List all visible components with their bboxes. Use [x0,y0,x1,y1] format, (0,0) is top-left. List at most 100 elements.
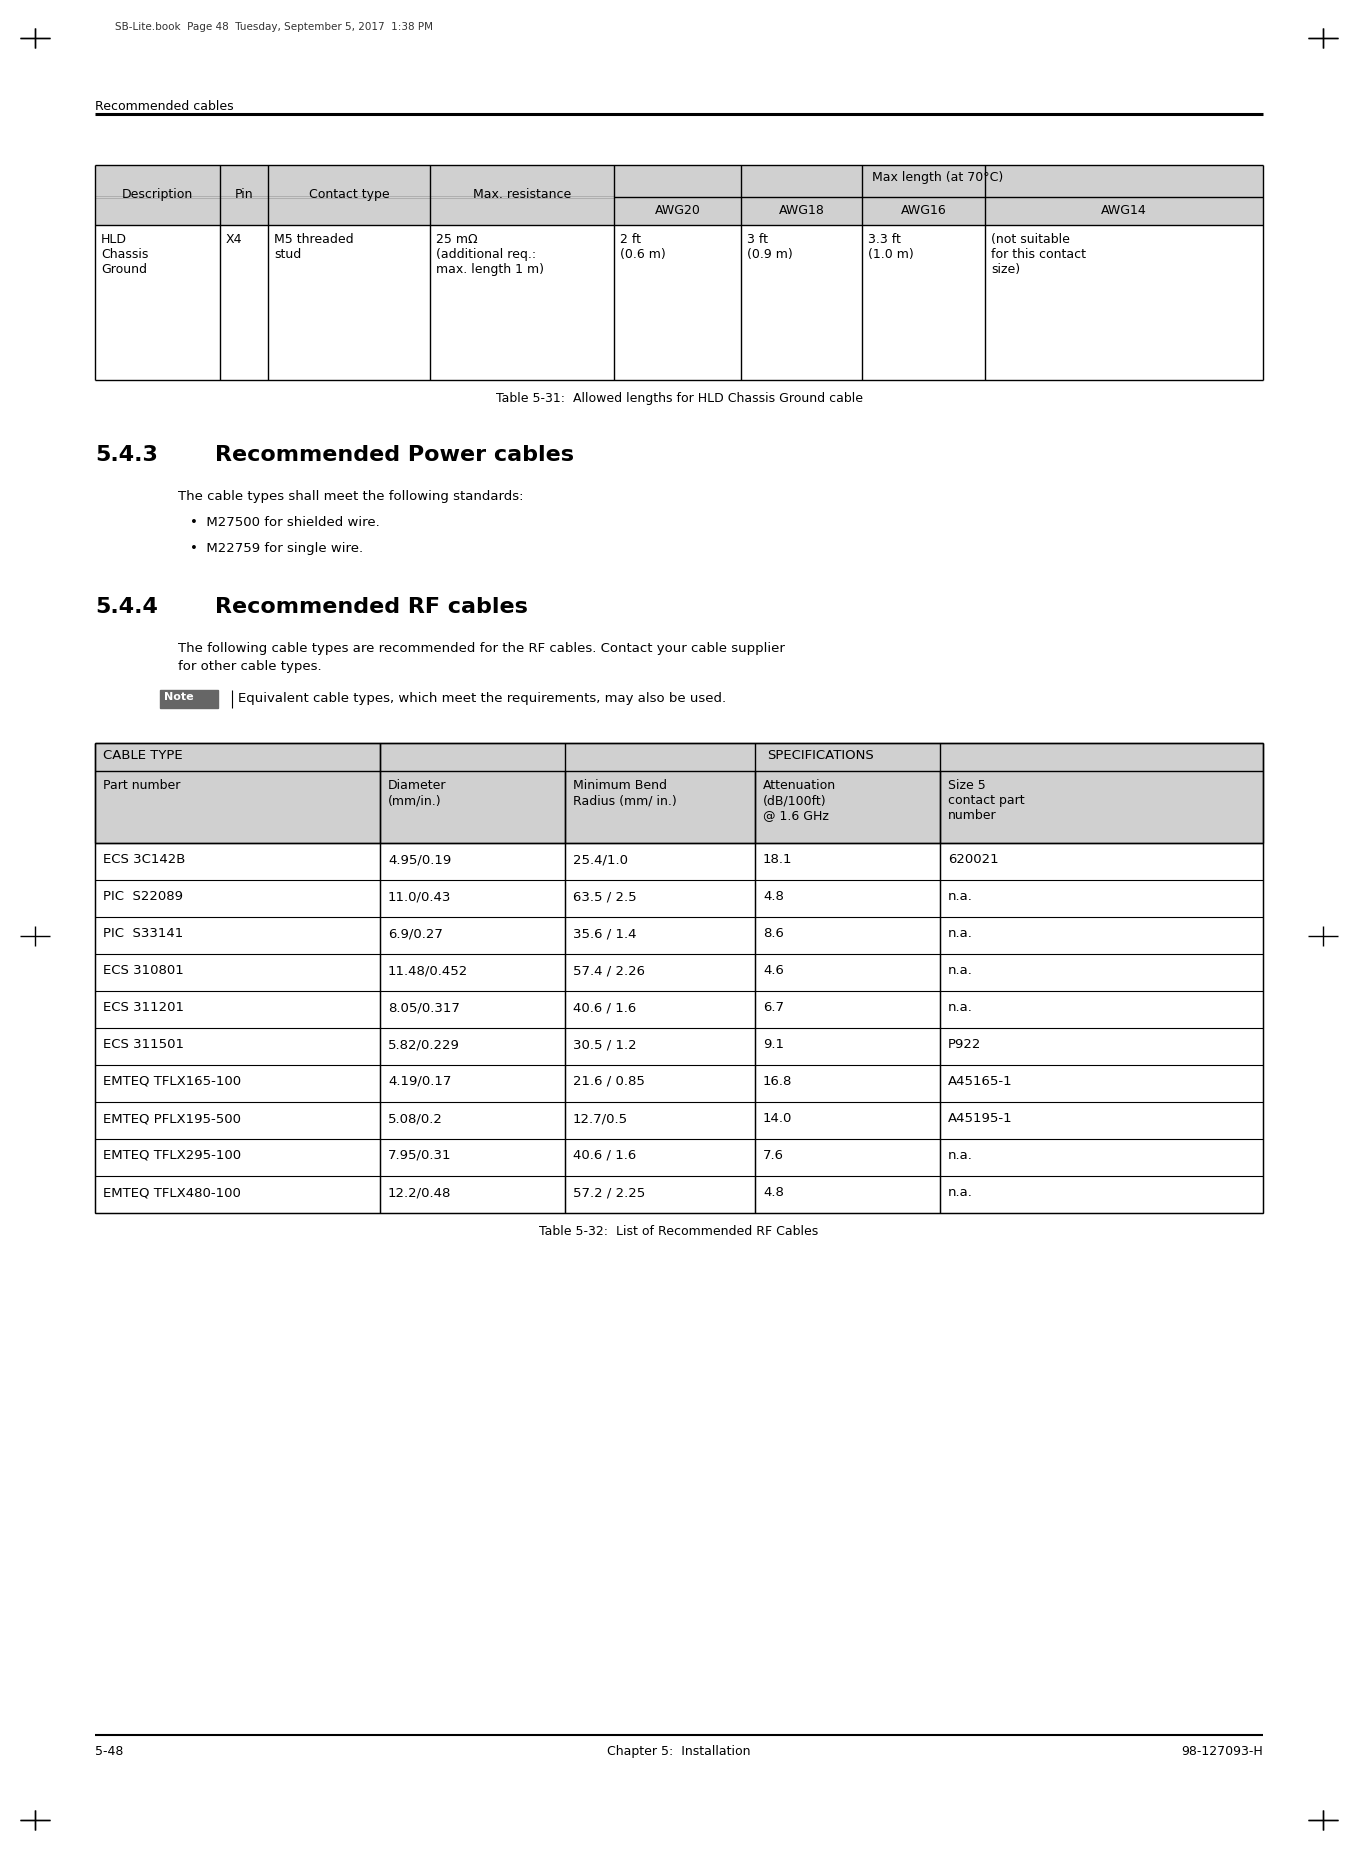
Bar [95,918,1263,953]
Text: 63.5 / 2.5: 63.5 / 2.5 [573,890,637,903]
Text: Recommended cables: Recommended cables [95,99,234,112]
Text: 11.48/0.452: 11.48/0.452 [388,965,469,978]
Bar [95,880,1263,918]
Text: 6.9/0.27: 6.9/0.27 [388,927,443,940]
Text: n.a.: n.a. [948,890,972,903]
Text: 21.6 / 0.85: 21.6 / 0.85 [573,1075,645,1088]
Bar [95,1139,1263,1176]
Text: Size 5
contact part
number: Size 5 contact part number [948,779,1025,822]
Text: CABLE TYPE: CABLE TYPE [103,749,182,762]
Text: 40.6 / 1.6: 40.6 / 1.6 [573,1148,637,1161]
Text: 8.6: 8.6 [763,927,784,940]
Text: SB-Lite.book  Page 48  Tuesday, September 5, 2017  1:38 PM: SB-Lite.book Page 48 Tuesday, September … [115,22,433,32]
Text: 7.6: 7.6 [763,1148,784,1161]
Text: 5.4.4: 5.4.4 [95,597,158,616]
Text: Diameter
(mm/in.): Diameter (mm/in.) [388,779,447,807]
Text: 7.95/0.31: 7.95/0.31 [388,1148,451,1161]
Text: PIC  S22089: PIC S22089 [103,890,183,903]
Text: 18.1: 18.1 [763,852,793,865]
Text: Note: Note [164,691,194,702]
Text: EMTEQ TFLX165-100: EMTEQ TFLX165-100 [103,1075,242,1088]
Text: 12.7/0.5: 12.7/0.5 [573,1113,629,1126]
Text: Table 5-31:  Allowed lengths for HLD Chassis Ground cable: Table 5-31: Allowed lengths for HLD Chas… [496,391,862,405]
Text: 4.6: 4.6 [763,965,784,978]
Text: 16.8: 16.8 [763,1075,792,1088]
Text: 11.0/0.43: 11.0/0.43 [388,890,451,903]
Bar [95,1176,1263,1214]
Text: Recommended RF cables: Recommended RF cables [215,597,528,616]
Text: 9.1: 9.1 [763,1038,784,1051]
Text: EMTEQ PFLX195-500: EMTEQ PFLX195-500 [103,1113,240,1126]
Text: AWG20: AWG20 [655,204,701,217]
Text: ECS 310801: ECS 310801 [103,965,183,978]
Text: 25.4/1.0: 25.4/1.0 [573,852,627,865]
Text: M5 threaded
stud: M5 threaded stud [274,232,353,260]
Text: n.a.: n.a. [948,1186,972,1199]
Text: for other cable types.: for other cable types. [178,659,322,672]
Bar [95,165,1263,225]
Text: n.a.: n.a. [948,1000,972,1013]
Text: The following cable types are recommended for the RF cables. Contact your cable : The following cable types are recommende… [178,642,785,656]
Text: 30.5 / 1.2: 30.5 / 1.2 [573,1038,637,1051]
Text: The cable types shall meet the following standards:: The cable types shall meet the following… [178,491,523,504]
Text: Minimum Bend
Radius (mm/ in.): Minimum Bend Radius (mm/ in.) [573,779,676,807]
Text: 25 mΩ
(additional req.:
max. length 1 m): 25 mΩ (additional req.: max. length 1 m) [436,232,545,275]
Text: A45195-1: A45195-1 [948,1113,1013,1126]
Text: 14.0: 14.0 [763,1113,792,1126]
Text: 4.95/0.19: 4.95/0.19 [388,852,451,865]
Text: 4.8: 4.8 [763,890,784,903]
Text: A45165-1: A45165-1 [948,1075,1013,1088]
Text: 57.2 / 2.25: 57.2 / 2.25 [573,1186,645,1199]
Text: 2 ft
(0.6 m): 2 ft (0.6 m) [621,232,665,260]
Bar [95,1066,1263,1101]
Text: (not suitable
for this contact
size): (not suitable for this contact size) [991,232,1086,275]
Text: Part number: Part number [103,779,181,792]
Bar [160,689,219,708]
Text: PIC  S33141: PIC S33141 [103,927,183,940]
Text: ECS 311501: ECS 311501 [103,1038,183,1051]
Text: 35.6 / 1.4: 35.6 / 1.4 [573,927,637,940]
Text: 5.08/0.2: 5.08/0.2 [388,1113,443,1126]
Text: 5-48: 5-48 [95,1746,124,1759]
Text: Attenuation
(dB/100ft)
@ 1.6 GHz: Attenuation (dB/100ft) @ 1.6 GHz [763,779,837,822]
Text: Max length (at 70°C): Max length (at 70°C) [872,170,1004,184]
Text: AWG18: AWG18 [778,204,824,217]
Bar [614,165,1263,197]
Text: Table 5-32:  List of Recommended RF Cables: Table 5-32: List of Recommended RF Cable… [539,1225,819,1238]
Text: AWG14: AWG14 [1101,204,1148,217]
Text: 12.2/0.48: 12.2/0.48 [388,1186,451,1199]
Text: P922: P922 [948,1038,982,1051]
Text: Description: Description [122,187,193,200]
Text: 3 ft
(0.9 m): 3 ft (0.9 m) [747,232,793,260]
Bar [95,225,1263,380]
Bar [95,953,1263,991]
Text: Recommended Power cables: Recommended Power cables [215,446,574,465]
Text: EMTEQ TFLX480-100: EMTEQ TFLX480-100 [103,1186,240,1199]
Text: ECS 311201: ECS 311201 [103,1000,183,1013]
Text: ECS 3C142B: ECS 3C142B [103,852,186,865]
Text: •  M22759 for single wire.: • M22759 for single wire. [190,541,363,554]
Text: n.a.: n.a. [948,1148,972,1161]
Text: 4.8: 4.8 [763,1186,784,1199]
Text: Chapter 5:  Installation: Chapter 5: Installation [607,1746,751,1759]
Text: Equivalent cable types, which meet the requirements, may also be used.: Equivalent cable types, which meet the r… [238,691,727,704]
Bar [95,1028,1263,1066]
Bar [95,1101,1263,1139]
Text: X4: X4 [225,232,243,245]
Bar [95,772,1263,843]
Text: •  M27500 for shielded wire.: • M27500 for shielded wire. [190,515,380,528]
Text: n.a.: n.a. [948,927,972,940]
Text: 40.6 / 1.6: 40.6 / 1.6 [573,1000,637,1013]
Text: HLD
Chassis
Ground: HLD Chassis Ground [100,232,148,275]
Text: Contact type: Contact type [308,187,390,200]
Text: 8.05/0.317: 8.05/0.317 [388,1000,460,1013]
Text: 57.4 / 2.26: 57.4 / 2.26 [573,965,645,978]
Bar [95,744,1263,772]
Text: Pin: Pin [235,187,254,200]
Bar [95,991,1263,1028]
Bar [95,843,1263,880]
Text: 5.4.3: 5.4.3 [95,446,158,465]
Text: n.a.: n.a. [948,965,972,978]
Text: 620021: 620021 [948,852,998,865]
Text: 6.7: 6.7 [763,1000,784,1013]
